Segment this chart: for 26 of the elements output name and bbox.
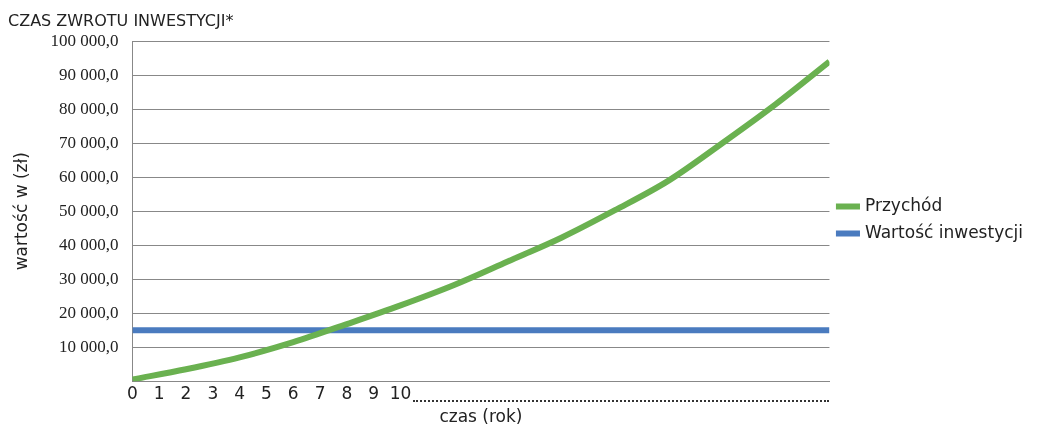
x-tick-label: 5	[261, 382, 272, 403]
legend-label: Wartość inwestycji	[864, 221, 1024, 242]
y-tick-label: 100 000,0	[50, 30, 119, 50]
x-tick-label: 0	[126, 382, 138, 403]
x-tick-label: 2	[180, 382, 192, 403]
x-tick-label: 6	[287, 382, 299, 403]
y-tick-label: 30 000,0	[58, 268, 119, 288]
y-tick-label: 40 000,0	[58, 234, 119, 254]
y-tick-label: 10 000,0	[58, 336, 119, 356]
x-tick-label: 1	[153, 382, 165, 403]
y-tick-label: 70 000,0	[58, 132, 119, 152]
y-tick-label: 20 000,0	[58, 302, 119, 322]
y-tick-label: 60 000,0	[58, 166, 119, 186]
y-tick-label: 50 000,0	[58, 200, 119, 220]
x-tick-label: 7	[314, 382, 326, 403]
y-tick-label: 90 000,0	[58, 64, 119, 84]
y-axis-title: wartość w (zł)	[10, 152, 31, 271]
x-tick-label: 10	[389, 382, 412, 403]
y-tick-label: 80 000,0	[58, 98, 119, 118]
chart-title: CZAS ZWROTU INWESTYCJI*	[8, 10, 234, 30]
x-tick-label: 8	[341, 382, 353, 403]
x-tick-label: 4	[234, 382, 246, 403]
legend-label: Przychód	[864, 194, 943, 215]
x-axis-title: czas (rok)	[439, 406, 523, 427]
x-tick-label: 3	[207, 382, 219, 403]
x-tick-label: 9	[368, 382, 380, 403]
